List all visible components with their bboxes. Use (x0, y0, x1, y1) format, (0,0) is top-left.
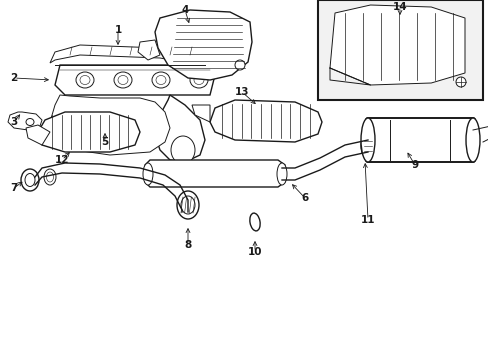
Polygon shape (38, 112, 140, 152)
Polygon shape (145, 160, 285, 187)
Text: 8: 8 (184, 240, 191, 250)
Polygon shape (155, 95, 204, 162)
Bar (317, 0, 482, 100)
Ellipse shape (114, 72, 132, 88)
Text: 11: 11 (360, 215, 374, 225)
Ellipse shape (194, 76, 203, 85)
Ellipse shape (171, 136, 195, 164)
Ellipse shape (190, 72, 207, 88)
Polygon shape (50, 95, 170, 155)
Text: 2: 2 (10, 73, 18, 83)
Text: 5: 5 (101, 137, 108, 147)
Ellipse shape (276, 163, 286, 185)
Text: 1: 1 (114, 25, 122, 35)
Text: 6: 6 (301, 193, 308, 203)
Text: 4: 4 (181, 5, 188, 15)
Ellipse shape (152, 72, 170, 88)
Text: 13: 13 (234, 87, 249, 97)
Ellipse shape (118, 76, 128, 85)
Polygon shape (192, 105, 209, 122)
Ellipse shape (25, 174, 35, 186)
Polygon shape (138, 40, 160, 60)
Polygon shape (329, 5, 464, 85)
Polygon shape (50, 45, 209, 65)
Circle shape (455, 77, 465, 87)
Text: 10: 10 (247, 247, 262, 257)
Ellipse shape (76, 72, 94, 88)
Polygon shape (155, 10, 251, 80)
Text: 3: 3 (10, 117, 18, 127)
Ellipse shape (181, 196, 195, 214)
Text: 14: 14 (392, 2, 407, 12)
Ellipse shape (21, 169, 39, 191)
Polygon shape (209, 100, 321, 142)
Polygon shape (55, 65, 215, 95)
Ellipse shape (360, 118, 374, 162)
Ellipse shape (46, 172, 53, 182)
Polygon shape (26, 125, 50, 145)
Ellipse shape (465, 118, 479, 162)
Text: 7: 7 (10, 183, 18, 193)
Ellipse shape (142, 163, 153, 185)
Ellipse shape (80, 76, 90, 85)
Ellipse shape (44, 169, 56, 185)
Ellipse shape (177, 191, 199, 219)
Ellipse shape (360, 134, 374, 158)
FancyBboxPatch shape (365, 118, 474, 162)
Ellipse shape (249, 213, 260, 231)
Text: 12: 12 (55, 155, 69, 165)
Polygon shape (8, 112, 42, 130)
Text: 9: 9 (410, 160, 418, 170)
Ellipse shape (156, 76, 165, 85)
Circle shape (235, 60, 244, 70)
Ellipse shape (363, 139, 371, 153)
Ellipse shape (26, 118, 34, 126)
